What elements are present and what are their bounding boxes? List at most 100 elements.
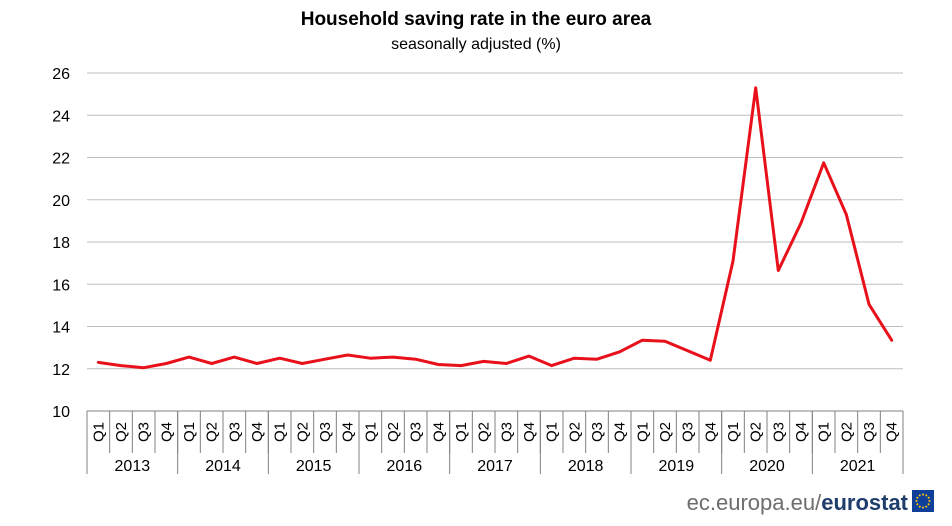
- quarter-label: Q2: [113, 422, 130, 442]
- quarter-label: Q2: [204, 422, 221, 442]
- year-label: 2021: [840, 458, 876, 475]
- quarter-label: Q1: [453, 422, 470, 442]
- data-point: [119, 364, 123, 367]
- flag-star: [918, 494, 921, 497]
- data-point: [663, 340, 667, 343]
- quarter-label: Q4: [521, 422, 538, 442]
- data-point: [731, 259, 735, 263]
- flag-star: [925, 505, 928, 508]
- flag-star: [922, 506, 924, 509]
- data-point: [142, 366, 145, 369]
- quarter-label: Q1: [362, 422, 379, 442]
- data-point: [346, 353, 349, 357]
- year-label: 2019: [659, 458, 695, 475]
- quarter-label: Q2: [748, 422, 765, 442]
- quarter-label: Q1: [272, 422, 289, 442]
- data-point: [890, 339, 893, 342]
- data-point: [187, 355, 191, 359]
- footer-domain: ec.europa.eu/: [686, 490, 822, 515]
- data-point: [754, 86, 757, 89]
- quarter-label: Q4: [793, 422, 810, 442]
- quarter-label: Q3: [498, 422, 515, 442]
- quarter-label: Q4: [612, 422, 629, 442]
- y-tick-label: 12: [52, 362, 70, 379]
- quarter-label: Q1: [544, 422, 561, 442]
- quarter-label: Q2: [476, 422, 493, 442]
- data-point: [391, 355, 395, 359]
- quarter-label: Q2: [657, 422, 674, 442]
- quarter-label: Q2: [294, 422, 311, 442]
- quarter-label: Q1: [725, 422, 742, 442]
- y-tick-label: 24: [52, 108, 70, 125]
- flag-star: [927, 496, 930, 499]
- quarter-label: Q1: [90, 422, 107, 442]
- quarter-label: Q1: [816, 422, 833, 442]
- data-point: [595, 358, 599, 361]
- gridlines: [87, 72, 903, 370]
- quarter-label: Q1: [634, 422, 651, 442]
- y-tick-label: 20: [52, 193, 70, 210]
- flag-star: [918, 505, 921, 508]
- year-label: 2020: [749, 458, 785, 475]
- quarter-label: Q2: [566, 422, 583, 442]
- y-axis: 10 12 14 16 18 20 22 24 26: [52, 66, 70, 421]
- series-layer: [96, 86, 894, 370]
- flag-star: [916, 503, 919, 506]
- year-label: 2014: [205, 458, 241, 475]
- quarter-label: Q4: [340, 422, 357, 442]
- data-point: [459, 364, 463, 367]
- data-point: [709, 359, 712, 362]
- data-point: [686, 349, 689, 352]
- data-point: [97, 361, 100, 364]
- year-label: 2015: [296, 458, 332, 475]
- quarter-label: Q4: [158, 422, 175, 442]
- year-label: 2018: [568, 458, 604, 475]
- data-point: [437, 363, 440, 366]
- quarter-label: Q3: [861, 422, 878, 442]
- y-tick-label: 16: [52, 277, 70, 294]
- flag-star: [915, 500, 918, 502]
- data-point: [165, 362, 168, 365]
- quarter-label: Q2: [838, 422, 855, 442]
- data-point: [641, 339, 644, 342]
- data-point: [323, 358, 327, 361]
- eu-flag-icon: [912, 490, 934, 512]
- series-line: [96, 86, 894, 370]
- quarter-label: Q1: [181, 422, 198, 442]
- quarter-label: Q4: [884, 422, 901, 442]
- data-point: [482, 360, 485, 363]
- quarter-label: Q3: [589, 422, 606, 442]
- quarter-label: Q3: [408, 422, 425, 442]
- footer-brand: eurostat: [821, 490, 908, 515]
- flag-star: [925, 494, 928, 497]
- data-point: [301, 362, 304, 365]
- x-axis: Q1 Q2 Q3 Q4 Q1 Q2 Q3 Q4 Q1 Q2 Q3 Q4 Q1 Q2 Q3 Q4 Q1 Q2 Q3 Q4…: [86, 410, 904, 475]
- data-point: [414, 358, 417, 361]
- data-point: [255, 362, 259, 365]
- flag-star: [928, 500, 931, 502]
- quarter-label: Q4: [702, 422, 719, 442]
- chart-subtitle: seasonally adjusted (%): [391, 36, 561, 53]
- chart-title: Household saving rate in the euro area: [300, 9, 652, 30]
- data-point: [573, 356, 576, 360]
- year-label: 2017: [477, 458, 513, 475]
- quarter-label: Q3: [680, 422, 697, 442]
- quarter-label: Q2: [385, 422, 402, 442]
- y-tick-label: 10: [52, 404, 70, 421]
- eurostat-footer[interactable]: ec.europa.eu/eurostat: [687, 490, 908, 516]
- year-label: 2016: [387, 458, 423, 475]
- y-tick-label: 14: [52, 320, 70, 337]
- quarter-label: Q4: [249, 422, 266, 442]
- data-point: [278, 356, 281, 360]
- y-tick-label: 18: [52, 235, 70, 252]
- data-point: [210, 362, 213, 365]
- data-point: [777, 269, 780, 272]
- data-point: [550, 364, 553, 367]
- data-point: [799, 221, 803, 225]
- flag-star: [916, 496, 919, 499]
- data-point: [505, 362, 508, 365]
- data-point: [845, 213, 848, 216]
- y-tick-label: 26: [52, 66, 70, 83]
- flag-star: [922, 493, 924, 496]
